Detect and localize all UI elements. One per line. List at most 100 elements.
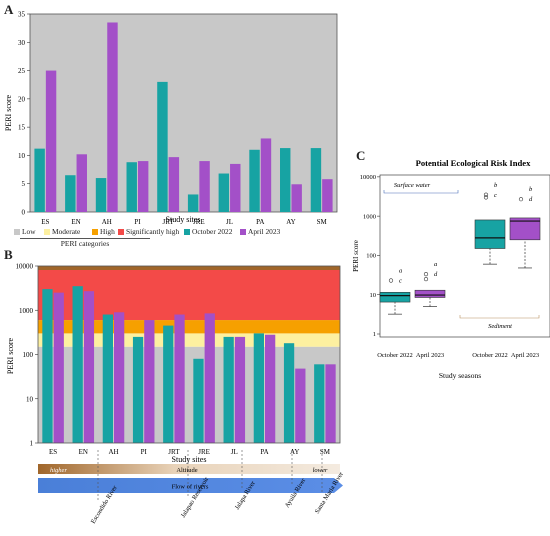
chart-b-band-3 bbox=[38, 266, 340, 321]
chart-c-yticks: 1 10 100 1000 10000 bbox=[360, 174, 380, 338]
legend-oct-label: October 2022 bbox=[192, 227, 233, 236]
chart-b-ytick: 100 bbox=[23, 351, 34, 359]
chart-a-bar-jl-oct bbox=[218, 173, 230, 212]
legend-low-swatch bbox=[14, 228, 20, 235]
legend-high-label: High bbox=[100, 227, 115, 236]
chart-a-ytick: 0 bbox=[22, 209, 26, 217]
chart-b-bar-pa-apr bbox=[265, 334, 276, 443]
chart-b-xtick: PI bbox=[141, 448, 148, 456]
chart-b-ytick: 10 bbox=[26, 395, 34, 403]
chart-c-xticks: October 2022 April 2023 October 2022 April … bbox=[377, 352, 539, 359]
chart-b-yticks: 1 10 100 1000 10000 bbox=[16, 263, 38, 448]
flow-arrow bbox=[38, 478, 343, 493]
chart-a-bar-jre-oct bbox=[187, 194, 199, 212]
chart-c-box bbox=[474, 219, 506, 249]
chart-b-bar-sm-oct bbox=[314, 364, 325, 443]
legend-sig-high-label: Significantly high bbox=[126, 227, 180, 236]
panel-b-label: B bbox=[4, 247, 13, 262]
chart-b-top-band bbox=[38, 266, 340, 270]
chart-c-outlier bbox=[483, 192, 489, 197]
chart-a-plot-bg bbox=[29, 13, 338, 213]
chart-a-ytick: 35 bbox=[18, 11, 26, 19]
chart-a-bar-es-apr bbox=[45, 70, 57, 212]
chart-b-bar-pa-oct bbox=[253, 333, 264, 443]
chart-a-bar-sm-oct bbox=[310, 148, 322, 212]
legend-low: Low bbox=[14, 227, 36, 236]
chart-c-letter: b bbox=[529, 186, 533, 193]
legend-caption: PERI categories bbox=[60, 239, 110, 248]
chart-c-letter: a bbox=[434, 261, 437, 268]
sediment-label: Sediment bbox=[488, 323, 512, 330]
legend-sig-high-swatch bbox=[118, 228, 124, 235]
legend-sig-high: Significantly high bbox=[118, 227, 179, 236]
chart-b-bar-jre-oct bbox=[193, 358, 204, 443]
chart-b-xtick: JL bbox=[231, 448, 238, 456]
chart-b-bar-jrt-oct bbox=[163, 325, 174, 443]
chart-c-box bbox=[379, 292, 411, 303]
chart-c-letter: a bbox=[399, 268, 402, 275]
chart-b-xtick: EN bbox=[79, 448, 88, 456]
legend-oct-swatch bbox=[184, 228, 190, 235]
chart-a-xtick: JRT bbox=[163, 218, 175, 226]
chart-c-outlier bbox=[423, 271, 429, 277]
legend-moderate-label: Moderate bbox=[52, 227, 81, 236]
chart-b-bar-ay-oct bbox=[283, 343, 295, 443]
chart-a-yticks: 0 5 10 15 20 25 30 35 bbox=[18, 11, 30, 217]
altitude-higher: higher bbox=[50, 467, 67, 474]
chart-a-bar-pi-oct bbox=[126, 162, 137, 212]
chart-b-bar-es-apr bbox=[53, 292, 64, 443]
chart-a-xtick: PI bbox=[134, 218, 141, 226]
chart-b-ytick: 10000 bbox=[16, 263, 34, 271]
chart-b-xtick: JRE bbox=[198, 448, 210, 456]
chart-a-bar-pa-apr bbox=[260, 138, 272, 212]
chart-c-box bbox=[509, 217, 541, 241]
chart-b-bar-en-oct bbox=[72, 286, 83, 443]
chart-c-letter: b bbox=[494, 182, 498, 189]
altitude-lower: lower bbox=[313, 467, 328, 474]
chart-b-xtick: AY bbox=[290, 448, 299, 456]
flow-label: Flow of rivers bbox=[172, 484, 209, 491]
sediment-bracket bbox=[459, 315, 540, 319]
river-lines bbox=[97, 450, 323, 502]
chart-b-ylabel: PERI score bbox=[6, 337, 15, 374]
chart-c-ytick: 100 bbox=[366, 253, 376, 260]
chart-a-bar-jrt-apr bbox=[168, 157, 180, 212]
chart-c-box bbox=[414, 289, 446, 298]
chart-c-ytick: 1000 bbox=[363, 213, 376, 220]
legend-high: High bbox=[92, 227, 115, 236]
surface-water-label: Surface water bbox=[394, 182, 431, 189]
chart-b-xticks: ES EN AH PI JRT JRE JL PA AY SM bbox=[49, 448, 331, 456]
chart-b-bar-es-oct bbox=[42, 289, 53, 443]
chart-c-letter: c bbox=[399, 278, 402, 285]
chart-b-bar-ay-apr bbox=[295, 368, 306, 443]
chart-a-ytick: 10 bbox=[18, 152, 26, 160]
legend-moderate-swatch bbox=[44, 228, 50, 235]
chart-a-bar-ah-oct bbox=[95, 178, 107, 212]
chart-b-xtick: AH bbox=[108, 448, 118, 456]
chart-a-ylabel: PERI score bbox=[4, 94, 13, 131]
chart-b-bar-jl-apr bbox=[234, 336, 246, 443]
chart-b-bar-en-apr bbox=[83, 291, 95, 443]
chart-b-bar-jrt-apr bbox=[174, 314, 185, 443]
chart-b-bar-pi-oct bbox=[132, 336, 144, 443]
chart-a-ytick: 25 bbox=[18, 67, 26, 75]
chart-b-bar-ah-apr bbox=[114, 312, 125, 443]
chart-b-bar-jre-apr bbox=[204, 313, 215, 443]
chart-a-bar-jre-apr bbox=[199, 161, 210, 212]
chart-a-xtick: JL bbox=[226, 218, 233, 226]
panel-a-label: A bbox=[4, 2, 14, 17]
chart-a-bar-es-oct bbox=[34, 148, 45, 212]
chart-a-bar-sm-apr bbox=[322, 179, 333, 212]
chart-b-bar-ah-oct bbox=[102, 314, 113, 443]
chart-c-title: Potential Ecological Risk Index bbox=[416, 158, 532, 168]
chart-c-ylabel: PERI score bbox=[352, 240, 360, 272]
chart-a-xtick: ES bbox=[41, 218, 49, 226]
chart-a-xtick: JRE bbox=[193, 218, 205, 226]
chart-b-xlabel: Study sites bbox=[172, 455, 207, 464]
chart-b-ytick: 1000 bbox=[19, 307, 34, 315]
chart-b-bar-pi-apr bbox=[144, 320, 155, 443]
chart-a-bar-pi-apr bbox=[137, 161, 149, 212]
chart-c-ytick: 10000 bbox=[360, 174, 376, 181]
chart-c-outlier bbox=[423, 276, 429, 282]
